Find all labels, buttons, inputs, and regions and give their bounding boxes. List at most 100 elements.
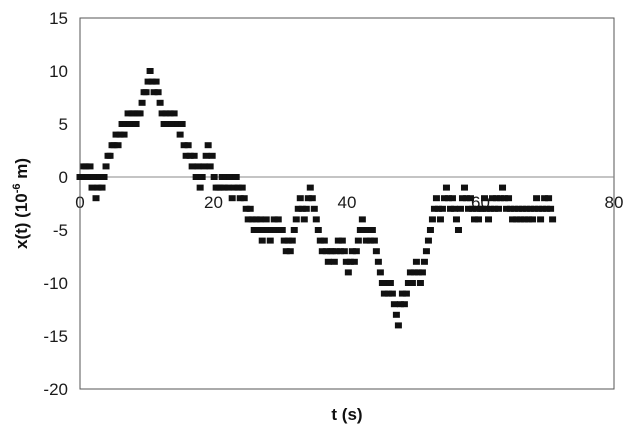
data-point <box>543 205 551 212</box>
data-point <box>549 216 557 223</box>
data-point <box>220 184 228 191</box>
data-point <box>230 184 238 191</box>
data-point <box>296 195 304 202</box>
data-point <box>464 205 472 212</box>
data-point <box>354 237 362 244</box>
data-point <box>368 227 376 233</box>
data-point <box>314 227 322 233</box>
data-point <box>348 248 356 255</box>
x-tick-label: 40 <box>338 193 357 212</box>
data-point <box>487 205 495 212</box>
data-point <box>320 237 328 244</box>
data-point <box>438 205 446 212</box>
data-point <box>491 205 499 212</box>
data-point <box>240 195 248 202</box>
data-point <box>515 205 523 212</box>
data-point <box>310 205 318 212</box>
data-point <box>324 258 332 265</box>
data-point <box>521 216 529 223</box>
data-point <box>146 68 154 74</box>
data-point <box>507 205 515 212</box>
data-point <box>330 258 338 265</box>
data-point <box>428 216 436 223</box>
data-point <box>338 237 346 244</box>
data-point <box>238 184 246 191</box>
data-point <box>346 258 354 265</box>
data-points <box>76 68 557 329</box>
y-tick-label: -10 <box>43 274 68 293</box>
data-point <box>176 131 184 138</box>
data-point <box>226 174 234 180</box>
data-point <box>466 195 474 202</box>
data-point <box>509 216 517 223</box>
data-point <box>384 290 392 297</box>
data-point <box>362 237 370 244</box>
data-point <box>426 227 434 233</box>
data-point <box>228 195 236 202</box>
data-point <box>252 216 260 223</box>
data-point <box>505 195 513 202</box>
data-point <box>495 205 503 212</box>
data-point <box>100 174 108 180</box>
data-point <box>112 131 120 138</box>
data-point <box>519 205 527 212</box>
data-point <box>360 227 368 233</box>
y-tick-labels: 15 10 5 0 -5 -10 -15 -20 <box>43 9 68 399</box>
data-point <box>468 205 476 212</box>
data-point <box>416 280 424 286</box>
data-point <box>292 216 300 223</box>
data-point <box>440 195 448 202</box>
data-point <box>408 280 416 286</box>
data-point <box>266 237 274 244</box>
data-point <box>322 248 330 255</box>
data-point <box>529 216 537 223</box>
data-point <box>210 174 218 180</box>
plot-area-frame <box>79 17 615 390</box>
data-point <box>106 152 114 159</box>
data-point <box>436 216 444 223</box>
data-point <box>190 152 198 159</box>
data-point <box>198 174 206 180</box>
data-point <box>258 237 266 244</box>
data-point <box>541 195 549 202</box>
data-point <box>340 248 348 255</box>
data-point <box>342 258 350 265</box>
data-point <box>182 152 190 159</box>
data-point <box>278 227 286 233</box>
data-point <box>452 216 460 223</box>
data-point <box>222 174 230 180</box>
data-point <box>410 269 418 276</box>
data-point <box>236 195 244 202</box>
data-point <box>186 152 194 159</box>
data-point <box>372 248 380 255</box>
data-point <box>206 163 214 170</box>
data-point <box>316 237 324 244</box>
data-point <box>394 322 402 329</box>
data-point <box>298 205 306 212</box>
data-point <box>493 195 501 202</box>
data-point <box>432 195 440 202</box>
data-point <box>388 290 396 297</box>
data-point <box>539 205 547 212</box>
data-point <box>454 227 462 233</box>
y-tick-label: 15 <box>49 9 68 28</box>
data-point <box>472 205 480 212</box>
data-point <box>200 163 208 170</box>
data-point <box>188 163 196 170</box>
data-point <box>523 205 531 212</box>
data-point <box>132 121 140 127</box>
data-point <box>448 195 456 202</box>
data-point <box>144 78 152 85</box>
data-point <box>535 205 543 212</box>
data-point <box>497 195 505 202</box>
data-point <box>248 216 256 223</box>
data-point <box>174 121 182 127</box>
data-point <box>481 195 489 202</box>
data-point <box>474 216 482 223</box>
data-point <box>120 131 128 138</box>
data-point <box>511 205 519 212</box>
data-point <box>218 174 226 180</box>
data-point <box>400 301 408 308</box>
data-point <box>92 195 100 202</box>
data-point <box>82 163 90 170</box>
